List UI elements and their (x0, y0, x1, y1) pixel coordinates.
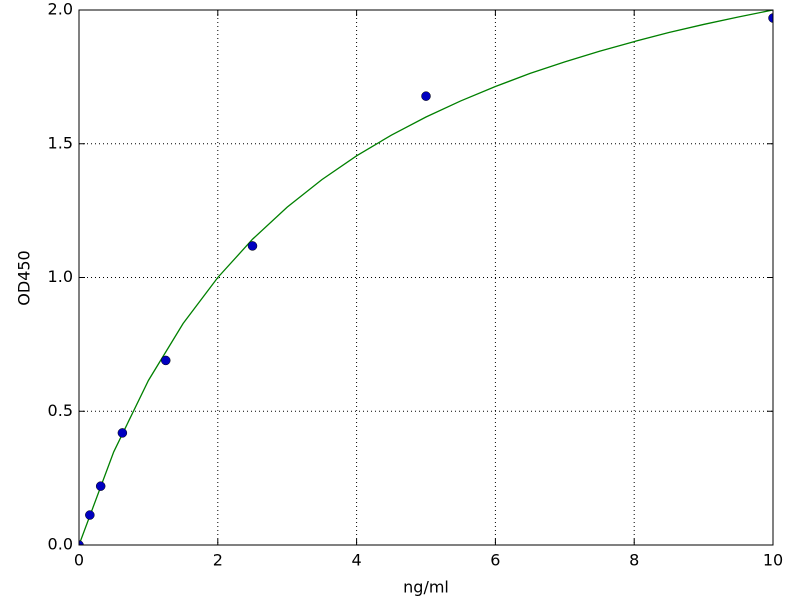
x-tick-label: 2 (213, 551, 223, 570)
data-point (247, 241, 258, 251)
plot-area (79, 10, 773, 545)
data-point (79, 540, 84, 545)
x-tick-label: 0 (74, 551, 84, 570)
x-axis-label: ng/ml (403, 578, 449, 597)
y-axis-label: OD450 (15, 250, 34, 305)
x-tick-label: 8 (629, 551, 639, 570)
data-point (95, 481, 106, 491)
data-point (421, 91, 431, 101)
data-point (161, 355, 171, 366)
x-tick-label: 4 (352, 551, 362, 570)
y-tick-label: 1.5 (48, 133, 73, 152)
data-point (85, 510, 95, 520)
y-tick-label: 2.0 (48, 0, 73, 19)
data-point (117, 428, 128, 438)
x-tick-label: 10 (763, 551, 783, 570)
y-tick-label: 0.5 (48, 401, 73, 420)
x-tick-label: 6 (490, 551, 500, 570)
fit-curve (79, 10, 773, 545)
data-point (768, 13, 773, 23)
y-tick-label: 0.0 (48, 535, 73, 554)
y-tick-label: 1.0 (48, 267, 73, 286)
